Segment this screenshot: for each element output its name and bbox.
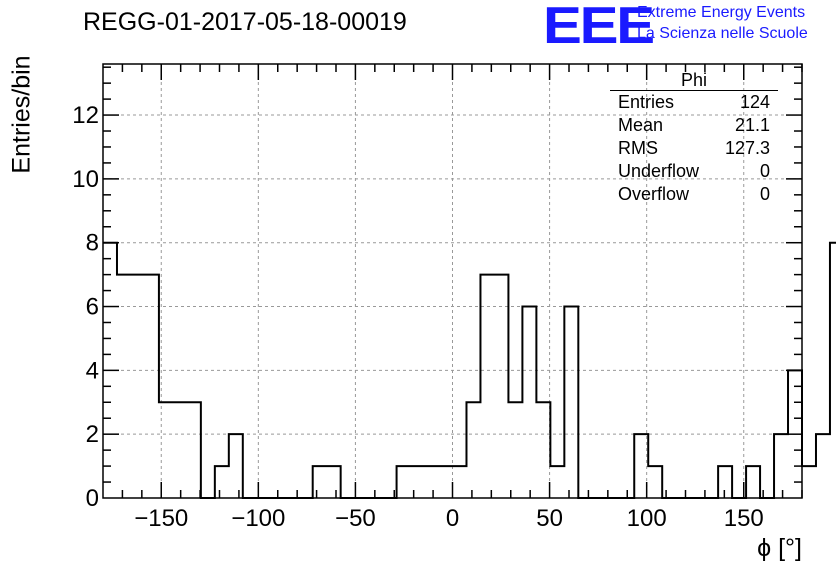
chart-title: REGG-01-2017-05-18-00019	[83, 8, 407, 36]
tick-labels: −150 −100 −50 0 50 100 150 0 2 4 6 8 10 12	[72, 102, 763, 532]
stats-label: Overflow	[618, 184, 690, 204]
stats-row-underflow: Underflow 0	[610, 160, 778, 183]
y-axis-label: Entries/bin	[7, 55, 36, 174]
stats-value: 0	[759, 184, 770, 204]
logo-line-2: La Scienza nelle Scuole	[637, 25, 808, 42]
stats-row-rms: RMS 127.3	[610, 137, 778, 160]
stats-row-entries: Entries 124	[610, 91, 778, 114]
eee-logo: EEE	[543, 0, 655, 55]
x-tick-label: 150	[724, 505, 764, 532]
x-tick-label: 100	[627, 505, 667, 532]
x-tick-label: 50	[536, 505, 563, 532]
x-tick-label: 0	[446, 505, 459, 532]
x-tick-label: −50	[335, 505, 376, 532]
stats-label: Underflow	[618, 161, 700, 181]
x-tick-label: −100	[231, 505, 285, 532]
y-tick-label: 2	[86, 421, 99, 448]
grid-lines	[103, 64, 802, 498]
stats-row-overflow: Overflow 0	[610, 183, 778, 206]
stats-value: 21.1	[734, 115, 770, 135]
logo-line-1: Extreme Energy Events	[637, 4, 806, 21]
stats-label: Mean	[618, 115, 664, 135]
axis-ticks	[103, 64, 803, 498]
stats-value: 0	[759, 161, 770, 181]
stats-value: 124	[739, 92, 770, 112]
x-tick-label: −150	[134, 505, 188, 532]
y-tick-label: 6	[86, 294, 99, 321]
stats-row-mean: Mean 21.1	[610, 114, 778, 137]
y-tick-label: 8	[86, 230, 99, 257]
y-tick-label: 0	[86, 485, 99, 512]
stats-box: Phi Entries 124 Mean 21.1 RMS 127.3 Unde…	[610, 70, 778, 206]
y-tick-label: 12	[72, 102, 99, 129]
x-axis-label: ϕ [°]	[757, 534, 802, 562]
stats-title: Phi	[610, 70, 778, 91]
stats-label: Entries	[618, 92, 675, 112]
y-tick-label: 4	[86, 357, 99, 384]
stats-label: RMS	[618, 138, 658, 158]
y-tick-label: 10	[72, 166, 99, 193]
stats-value: 127.3	[724, 138, 770, 158]
plot-frame	[102, 63, 803, 499]
